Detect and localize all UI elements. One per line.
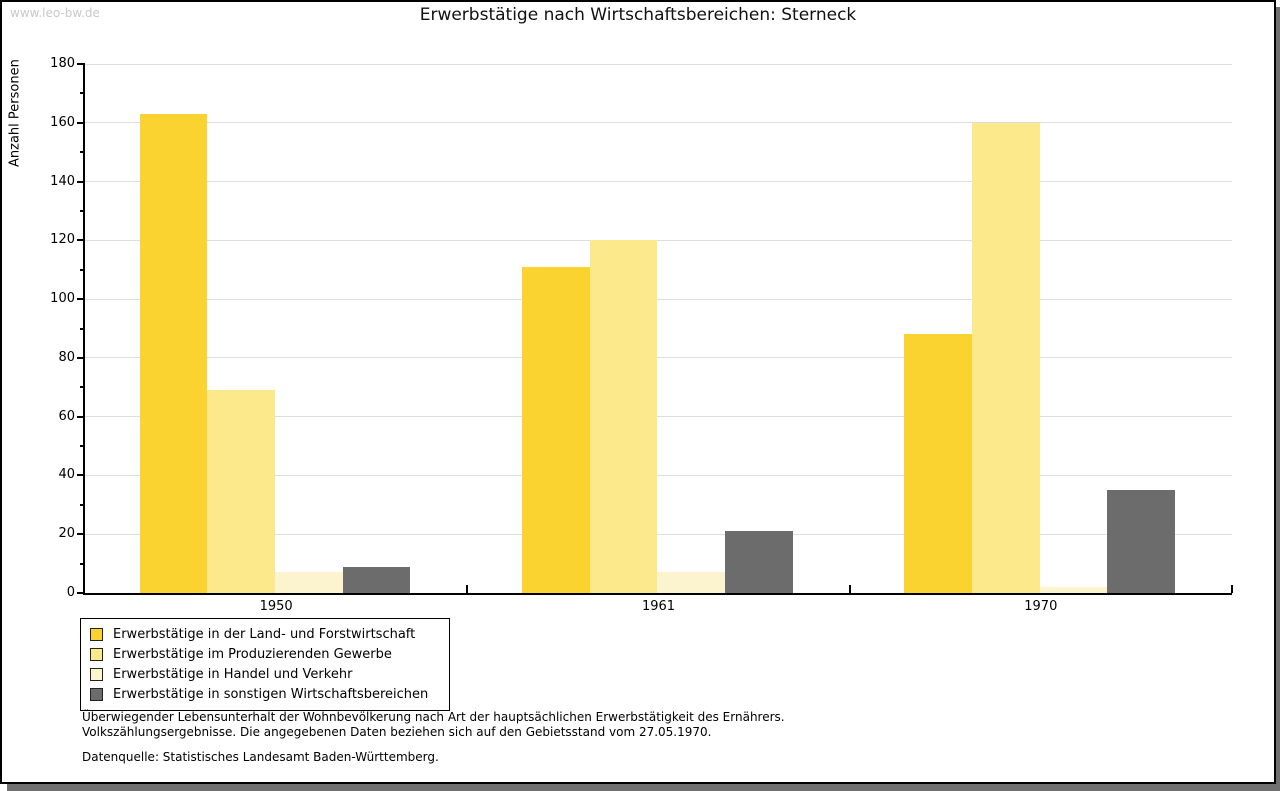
gridline-40 [85,474,1232,476]
y-tick-140 [77,180,85,183]
y-minor-tick-90 [80,327,85,330]
y-minor-tick-170 [80,92,85,95]
y-tick-label-100: 100 [50,291,75,307]
y-tick-label-60: 60 [58,408,75,424]
y-minor-tick-110 [80,268,85,271]
gridline-60 [85,416,1232,418]
plot-area: 0 20 40 60 80 100 120 140 160 180 1950 1961 1970 [2,2,1278,622]
bar-1950-series-1 [139,113,208,593]
bar-1961-series-2 [589,240,658,593]
y-tick-100 [77,298,85,301]
y-tick-180 [77,63,85,65]
gridline-160 [85,122,1232,124]
y-minor-tick-50 [80,445,85,448]
y-tick-label-0: 0 [66,585,75,600]
gridline-100 [85,298,1232,300]
y-tick-0 [77,592,85,594]
legend-label-2: Erwerbstätige im Produzierenden Gewerbe [113,646,392,662]
gridline-120 [85,239,1232,241]
y-minor-tick-130 [80,209,85,212]
x-axis [83,593,1232,595]
bar-1970-series-3 [1039,587,1108,593]
y-tick-label-160: 160 [50,114,75,130]
x-tick-label-1950: 1950 [259,599,293,614]
x-tick-label-1970: 1970 [1024,599,1058,614]
y-minor-tick-30 [80,503,85,506]
legend-swatch-icon-2 [90,647,103,661]
gridline-80 [85,357,1232,359]
x-boundary-tick-3 [1231,585,1233,593]
x-boundary-tick-2 [848,585,851,593]
y-minor-tick-10 [80,562,85,565]
bar-1970-series-2 [971,122,1040,593]
y-tick-40 [77,474,85,477]
y-minor-tick-70 [80,386,85,389]
bar-1961-series-4 [725,531,793,593]
y-tick-label-20: 20 [58,526,75,542]
legend-label-1: Erwerbstätige in der Land- und Forstwirt… [113,626,416,642]
bar-1961-series-3 [657,572,726,593]
y-tick-60 [77,415,85,418]
legend-item-1: Erwerbstätige in der Land- und Forstwirt… [90,624,439,644]
bar-1961-series-1 [521,266,590,593]
y-tick-label-120: 120 [50,232,75,248]
gridline-180 [85,63,1232,65]
footnote-line-1: Überwiegender Lebensunterhalt der Wohnbe… [82,710,785,724]
y-tick-label-40: 40 [58,467,75,483]
legend-swatch-icon-4 [90,687,103,701]
y-tick-80 [77,356,85,359]
bar-1950-series-3 [275,572,343,593]
y-tick-label-140: 140 [50,173,75,189]
bar-1950-series-2 [207,390,275,593]
y-tick-label-80: 80 [58,349,75,365]
bar-1970-series-1 [904,334,972,593]
data-source-text: Datenquelle: Statistisches Landesamt Bad… [82,750,439,764]
footnote-text: Überwiegender Lebensunterhalt der Wohnbe… [82,710,785,739]
y-tick-label-180: 180 [50,56,75,71]
x-boundary-tick-1 [466,585,469,593]
gridline-20 [85,533,1232,535]
legend-swatch-icon-1 [90,627,103,641]
y-tick-20 [77,533,85,536]
legend-label-3: Erwerbstätige in Handel und Verkehr [113,666,353,682]
legend-item-3: Erwerbstätige in Handel und Verkehr [90,664,439,684]
gridline-140 [85,181,1232,183]
legend-swatch-icon-3 [90,667,103,681]
chart-title: Erwerbstätige nach Wirtschaftsbereichen:… [419,5,857,25]
legend-box: Erwerbstätige in der Land- und Forstwirt… [80,618,450,711]
x-tick-label-1961: 1961 [641,599,676,614]
footnote-line-2: Volkszählungsergebnisse. Die angegebenen… [82,724,712,739]
legend-label-4: Erwerbstätige in sonstigen Wirtschaftsbe… [113,686,429,702]
y-axis [83,64,85,595]
y-tick-120 [77,239,85,242]
y-minor-tick-150 [80,151,85,154]
bar-1950-series-4 [342,566,411,593]
y-tick-160 [77,121,85,124]
legend-item-4: Erwerbstätige in sonstigen Wirtschaftsbe… [90,684,439,704]
watermark-leo-bw: www.leo-bw.de [10,6,100,20]
legend-item-2: Erwerbstätige im Produzierenden Gewerbe [90,644,439,664]
bar-1970-series-4 [1107,490,1176,593]
